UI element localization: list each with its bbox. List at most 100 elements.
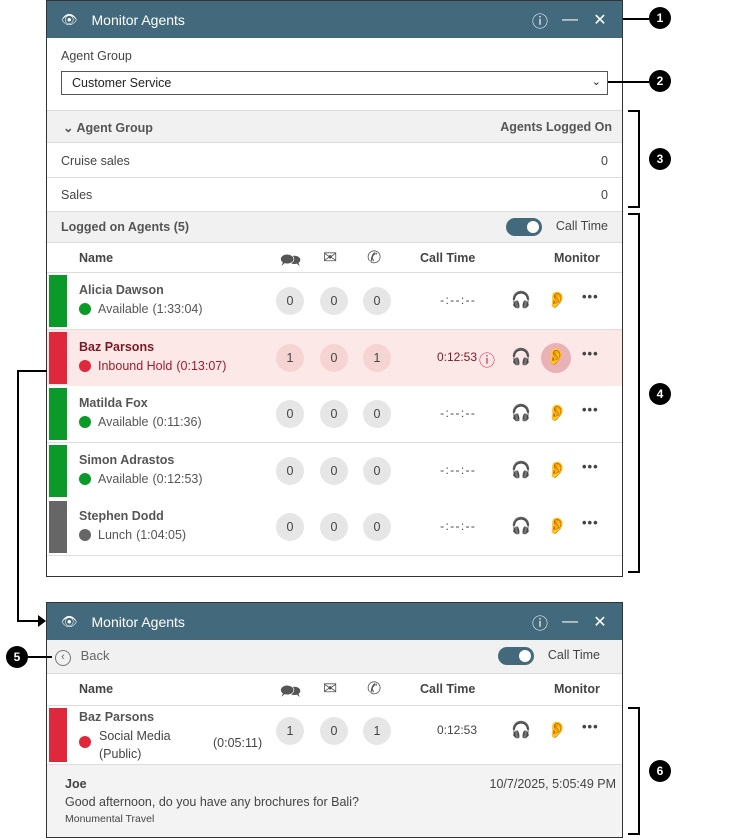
agent-name: Baz Parsons	[79, 710, 155, 724]
call-time: - : - - : - -	[440, 406, 475, 421]
agent-row[interactable]: Stephen Dodd Lunch (1:04:05) 0 0 0- : - - : -…	[47, 499, 622, 557]
chevron-down-icon: ⌄	[591, 76, 601, 88]
message-timestamp: 10/7/2025, 5:05:49 PM	[489, 777, 616, 791]
agent-detail-panel: 👁 Monitor Agents ⓘ — ✕ ‹ Back Call Time …	[46, 602, 623, 838]
call-time: - : - - : - -	[440, 519, 475, 534]
agent-row[interactable]: Alicia Dawson Available (1:33:04) 0 0 0- : - …	[47, 273, 622, 330]
more-options-icon[interactable]: •••	[582, 345, 599, 361]
close-icon[interactable]: ✕	[593, 11, 607, 29]
headset-icon[interactable]: 🎧	[511, 722, 531, 739]
group-sort-toggle[interactable]: ⌄ Agent Group	[63, 121, 153, 135]
agent-name: Matilda Fox	[79, 396, 148, 411]
listen-ear-icon[interactable]: 👂	[541, 342, 571, 373]
help-icon[interactable]: ⓘ	[531, 13, 548, 31]
status-color-bar	[49, 501, 67, 554]
more-options-icon[interactable]: •••	[582, 719, 599, 734]
headset-icon[interactable]: 🎧	[511, 348, 531, 366]
arrow-head-icon	[38, 615, 46, 627]
phone-count: 1	[363, 343, 391, 372]
status-dot	[79, 359, 91, 372]
agent-name: Stephen Dodd	[79, 509, 164, 524]
callout-1: 1	[649, 7, 671, 29]
more-options-icon[interactable]: •••	[582, 515, 599, 531]
call-time: - : - - : - -	[440, 293, 475, 307]
status-dot	[79, 416, 91, 429]
more-options-icon[interactable]: •••	[582, 289, 599, 304]
status-dot	[79, 472, 91, 485]
group-count: 0	[601, 188, 608, 202]
listen-ear-icon[interactable]: 👂	[547, 722, 567, 739]
groups-table-header: ⌄ Agent Group Agents Logged On	[47, 110, 622, 143]
callout-line	[28, 656, 52, 658]
listen-ear-icon[interactable]: 👂	[547, 292, 567, 309]
agent-status: Inbound Hold (0:13:07)	[79, 359, 226, 373]
back-button[interactable]: ‹ Back	[55, 648, 110, 666]
group-row[interactable]: Cruise sales 0	[47, 144, 622, 178]
chat-count: 1	[276, 343, 304, 372]
chat-count: 0	[276, 513, 304, 542]
status-text: Inbound Hold	[98, 358, 173, 373]
monitor-column-header: Monitor	[554, 682, 600, 696]
headset-icon[interactable]: 🎧	[511, 518, 531, 536]
call-time-toggle-label: Call Time	[547, 648, 600, 663]
phone-count: 0	[363, 456, 391, 485]
status-duration: (0:05:11)	[213, 736, 263, 750]
bracket	[628, 110, 640, 208]
eye-icon: 👁	[61, 613, 78, 629]
status-color-bar	[49, 331, 67, 384]
status-text: Available	[98, 302, 149, 316]
status-duration: (1:04:05)	[136, 528, 187, 543]
listen-ear-icon[interactable]: 👂	[547, 518, 567, 536]
listen-ear-icon[interactable]: 👂	[547, 461, 567, 479]
logged-on-title: Logged on Agents (5)	[61, 220, 189, 234]
connector-line	[17, 370, 47, 372]
call-time-toggle[interactable]	[506, 218, 543, 236]
name-column-header: Name	[79, 251, 114, 265]
email-icon: ✉	[323, 679, 338, 698]
headset-icon[interactable]: 🎧	[511, 461, 531, 479]
group-name: Sales	[61, 188, 93, 202]
agent-status: Available (0:11:36)	[79, 415, 202, 429]
agent-row[interactable]: Baz Parsons Inbound Hold (0:13:07) 1 0 1 0:12:…	[47, 329, 622, 387]
callout-5: 5	[6, 646, 28, 668]
phone-icon: ✆	[367, 679, 382, 698]
headset-icon[interactable]: 🎧	[511, 405, 531, 423]
agent-row[interactable]: Matilda Fox Available (0:11:36) 0 0 0- : - - …	[47, 386, 622, 444]
window-title: Monitor Agents	[91, 613, 185, 630]
call-time-toggle[interactable]	[498, 647, 535, 665]
phone-icon: ✆	[367, 248, 382, 267]
minimize-icon[interactable]: —	[562, 612, 578, 630]
phone-count: 0	[363, 513, 391, 542]
status-dot	[79, 303, 91, 315]
warning-icon[interactable]: ⓘ	[479, 352, 496, 370]
more-options-icon[interactable]: •••	[582, 402, 599, 418]
help-icon[interactable]: ⓘ	[531, 615, 548, 633]
status-color-bar	[49, 388, 67, 441]
status-dot	[79, 736, 91, 748]
call-time-column-header: Call Time	[420, 682, 476, 696]
group-count: 0	[601, 154, 608, 168]
listen-ear-icon[interactable]: 👂	[547, 405, 567, 423]
chat-count: 1	[276, 717, 304, 745]
detail-agent-row[interactable]: Baz Parsons Social Media (Public) (0:05:…	[47, 706, 622, 765]
back-circle-icon: ‹	[55, 650, 71, 666]
chat-icon: 🗪	[280, 251, 302, 270]
callout-2: 2	[649, 70, 671, 92]
detail-column-header: Name 🗪 ✉ ✆ Call Time Monitor	[47, 674, 622, 706]
call-time-toggle-label: Call Time	[555, 219, 608, 234]
more-options-icon[interactable]: •••	[582, 458, 599, 474]
group-row[interactable]: Sales 0	[47, 178, 622, 212]
status-color-bar	[49, 444, 67, 497]
agent-group-value: Customer Service	[72, 76, 172, 90]
agent-group-select[interactable]: Customer Service ⌄	[61, 71, 608, 95]
minimize-icon[interactable]: —	[562, 10, 578, 28]
call-time: - : - - : - -	[440, 462, 475, 477]
callout-line	[608, 81, 649, 83]
agent-row[interactable]: Simon Adrastos Available (0:12:53) 0 0 0- : -…	[47, 442, 622, 500]
close-icon[interactable]: ✕	[593, 613, 607, 631]
window-header: 👁 Monitor Agents ⓘ — ✕	[47, 603, 622, 640]
phone-count: 1	[363, 717, 391, 745]
status-dot	[79, 529, 91, 542]
headset-icon[interactable]: 🎧	[511, 292, 531, 309]
name-column-header: Name	[79, 682, 114, 696]
